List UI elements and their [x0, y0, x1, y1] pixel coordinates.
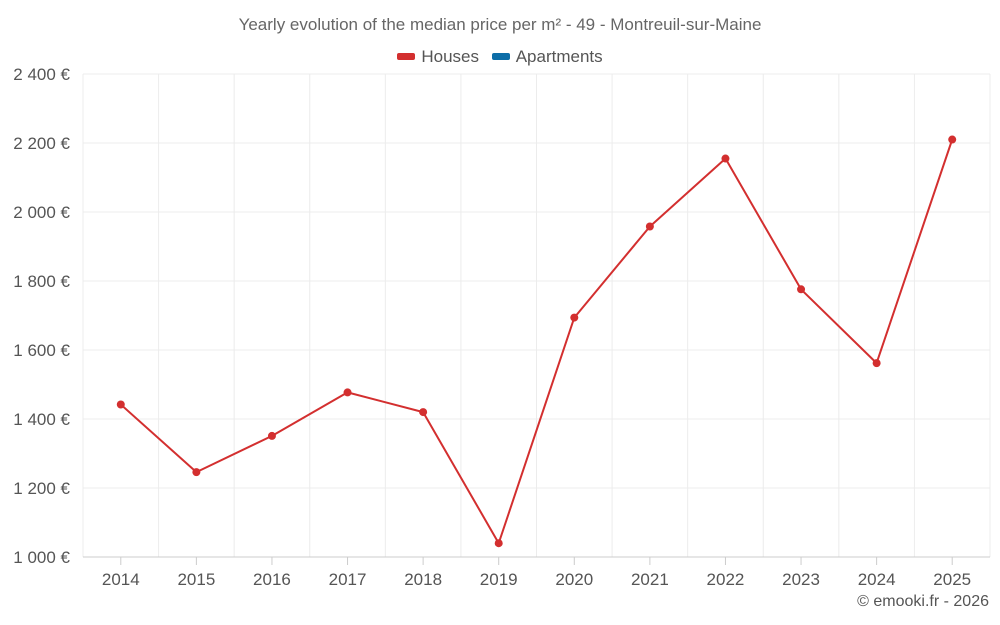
series-line-houses: [120, 139, 954, 545]
data-point-houses-2022[interactable]: [721, 154, 730, 163]
x-tick-label: 2016: [253, 570, 291, 589]
y-tick-label: 1 400 €: [13, 410, 70, 429]
legend-swatch-apartments: [491, 53, 510, 60]
axes: 1 000 € 1 200 € 1 400 € 1 600 € 1 800 € 2 000…: [13, 65, 990, 589]
legend-label-houses: Houses: [421, 46, 479, 66]
x-tick-label: 2015: [177, 570, 215, 589]
legend-item-houses[interactable]: Houses: [397, 47, 479, 67]
legend-swatch-houses: [397, 53, 416, 60]
data-point-houses-2018[interactable]: [419, 408, 428, 417]
data-point-houses-2017[interactable]: [343, 388, 352, 397]
legend-item-apartments[interactable]: Apartments: [491, 46, 603, 67]
x-tick-label: 2023: [782, 570, 820, 589]
x-tick-label: 2022: [707, 570, 745, 589]
data-point-houses-2023[interactable]: [797, 285, 806, 294]
x-tick-label: 2024: [858, 570, 896, 589]
y-tick-label: 2 000 €: [13, 203, 70, 222]
y-tick-label: 1 200 €: [13, 479, 70, 498]
data-point-houses-2025[interactable]: [948, 135, 957, 144]
x-tick-label: 2025: [933, 570, 971, 589]
y-tick-label: 2 200 €: [13, 134, 70, 153]
x-tick-label: 2019: [480, 570, 518, 589]
data-point-houses-2024[interactable]: [872, 359, 881, 368]
data-point-houses-2014[interactable]: [116, 400, 125, 409]
legend: Houses Apartments: [0, 45, 1000, 67]
data-point-houses-2019[interactable]: [494, 539, 503, 548]
credit: © emooki.fr - 2026: [857, 593, 989, 610]
data-point-houses-2021[interactable]: [645, 222, 654, 231]
y-tick-label: 1 000 €: [13, 548, 70, 567]
chart-title: Yearly evolution of the median price per…: [238, 15, 762, 34]
data-point-houses-2015[interactable]: [192, 468, 201, 477]
x-tick-label: 2018: [404, 570, 442, 589]
y-tick-label: 2 400 €: [13, 65, 70, 84]
x-tick-label: 2014: [102, 570, 140, 589]
x-tick-label: 2017: [329, 570, 367, 589]
x-tick-label: 2020: [555, 570, 593, 589]
x-tick-label: 2021: [631, 570, 669, 589]
data-point-houses-2020[interactable]: [570, 313, 579, 322]
data-point-houses-2016[interactable]: [267, 431, 276, 440]
y-tick-label: 1 600 €: [13, 341, 70, 360]
y-tick-label: 1 800 €: [13, 272, 70, 291]
grid: [82, 73, 991, 558]
legend-label-apartments: Apartments: [515, 46, 603, 66]
series-layer: [116, 135, 957, 548]
